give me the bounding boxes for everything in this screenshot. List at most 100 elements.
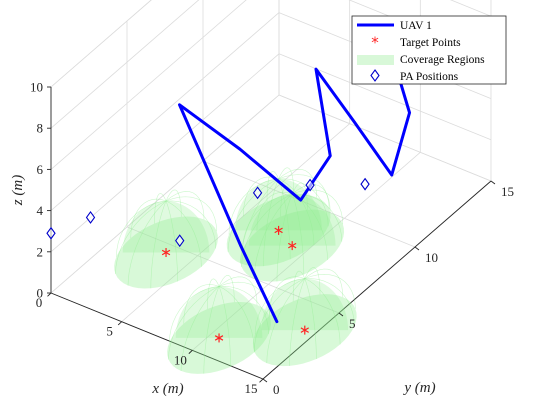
coverage-meridian — [292, 184, 331, 213]
legend-label-target: Target Points — [400, 37, 461, 49]
coverage-meridian — [227, 178, 279, 252]
coverage-meridian — [256, 191, 293, 232]
coverage-meridian — [180, 286, 220, 371]
coverage-meridian — [276, 193, 293, 282]
target-point-stroke — [274, 227, 283, 234]
pa-position — [46, 226, 56, 240]
coverage-dome — [261, 278, 349, 331]
coverage-meridian — [242, 176, 279, 217]
x-tick-label: 5 — [106, 324, 113, 339]
grid-line-floor-x — [121, 123, 350, 322]
grid-line-side-z — [50, 94, 280, 294]
y-axis-label: y (m) — [402, 380, 435, 396]
y-tick-mark — [338, 312, 344, 317]
z-tick-label: 10 — [30, 80, 43, 95]
coverage-meridian — [115, 200, 167, 274]
pa-position — [252, 186, 263, 200]
coverage-meridian — [253, 278, 305, 352]
coverage-meridian — [304, 278, 355, 327]
z-tick-label: 6 — [37, 162, 44, 177]
z-tick-label: 4 — [37, 203, 44, 218]
coverage-meridian — [254, 278, 305, 335]
coverage-meridian — [278, 167, 295, 195]
coverage-meridian — [207, 278, 220, 310]
coverage-meridian — [116, 200, 167, 257]
coverage-meridian — [166, 200, 216, 249]
z-tick-label: 8 — [37, 121, 44, 136]
coverage-meridian — [253, 193, 293, 279]
coverage-meridian — [127, 200, 167, 286]
coverage-meridian — [278, 178, 315, 245]
tick-labels: 0 5 10 15 0 5 10 15 0 2 4 6 8 10 — [30, 80, 514, 397]
coverage-meridian — [165, 200, 178, 282]
z-tick-label: 0 — [37, 286, 44, 301]
coverage-meridian — [165, 200, 202, 267]
y-axis-line — [262, 180, 492, 380]
grid-line-back-z — [278, 53, 492, 141]
coverage-meridian — [291, 182, 308, 210]
coverage-region — [114, 189, 218, 289]
grid-line-back-z — [450, 0, 492, 17]
x-axis-label: x (m) — [151, 381, 183, 397]
coverage-meridian — [154, 193, 167, 224]
coverage-meridian — [165, 191, 205, 220]
x-tick-label: 15 — [244, 381, 257, 396]
coverage-meridian — [165, 189, 182, 217]
coverage-meridian — [263, 178, 279, 267]
markers — [46, 177, 370, 343]
legend-pa-marker — [370, 69, 380, 82]
pa-position — [175, 234, 185, 248]
coverage-meridian — [304, 278, 317, 360]
coverage-meridian — [304, 274, 356, 309]
coverage-meridian — [278, 178, 291, 260]
grid-line-floor-y — [126, 226, 340, 314]
pa-position — [360, 177, 370, 191]
coverage-meridian — [280, 186, 293, 217]
legend-target-marker: * — [371, 34, 379, 52]
coverage-dome — [122, 201, 210, 253]
x-tick-mark — [188, 350, 193, 354]
x-tick-mark — [259, 378, 264, 383]
target-point — [300, 325, 309, 335]
legend: UAV 1 * Target Points Coverage Regions P… — [351, 15, 507, 85]
box-edge — [50, 0, 152, 88]
x-tick-label: 0 — [36, 295, 43, 310]
y-tick-label: 0 — [273, 382, 280, 397]
x-tick-mark — [117, 321, 122, 326]
target-point — [287, 241, 297, 251]
coverage-meridian — [183, 284, 220, 324]
y-tick-label: 10 — [425, 250, 438, 265]
target-point-stroke — [300, 327, 309, 333]
uav-trajectory-line — [178, 59, 412, 324]
coverage-meridian — [203, 286, 220, 374]
coverage-meridian — [169, 286, 220, 343]
coverage-meridian — [278, 178, 329, 227]
pa-position — [305, 178, 315, 192]
coverage-meridian — [218, 275, 235, 303]
coverage-meridian — [291, 193, 305, 275]
y-tick-mark — [262, 378, 268, 383]
grid-line-back-z — [278, 94, 492, 182]
coverage-meridian — [150, 200, 167, 289]
grid-line-floor-y — [202, 160, 416, 248]
legend-coverage-swatch — [357, 55, 394, 65]
x-tick-label: 10 — [174, 352, 187, 367]
coverage-meridian — [266, 278, 305, 364]
coverage-meridian — [218, 286, 231, 367]
target-point-stroke — [161, 249, 171, 256]
coverage-meridian — [165, 196, 217, 232]
coverage-meridian — [278, 168, 317, 198]
coverage-meridian — [289, 278, 306, 366]
y-tick-mark — [490, 180, 496, 185]
grid-line-side-z — [50, 12, 280, 211]
coverage-meridian — [218, 276, 258, 305]
coverage-meridian — [242, 193, 293, 250]
coverage-dome — [248, 194, 336, 246]
grid-line-side-z — [50, 0, 200, 129]
grid-line-floor-x — [192, 152, 421, 351]
y-tick-label: 15 — [501, 184, 514, 199]
coverage-meridian — [269, 276, 305, 316]
legend-label-coverage: Coverage Regions — [400, 54, 485, 66]
coverage-meridian — [292, 270, 306, 302]
z-axis-label: z (m) — [10, 175, 26, 206]
